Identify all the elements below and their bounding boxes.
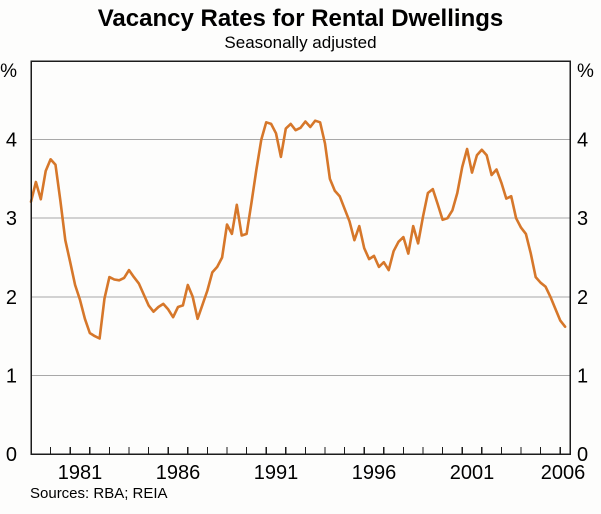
chart-frame — [30, 60, 571, 455]
chart-title: Vacancy Rates for Rental Dwellings — [97, 5, 504, 32]
percent-label-right: % — [577, 61, 594, 82]
y-axis-label-left-2: 2 — [6, 287, 17, 309]
percent-label-left: % — [0, 61, 17, 82]
y-axis-label-right-4: 4 — [577, 130, 588, 152]
y-axis-label-right-0: 0 — [577, 444, 588, 466]
axis-label-layer: 0 0 1 1 2 2 3 3 4 4% % 1981 1986 1991 1996 2001 2006 — [0, 61, 594, 484]
y-axis-label-right-2: 2 — [577, 287, 588, 309]
x-axis-label-1991: 1991 — [254, 462, 299, 484]
y-axis-label-right-1: 1 — [577, 365, 588, 387]
gridline-layer — [31, 139, 570, 376]
source-note: Sources: RBA; REIA — [30, 485, 168, 502]
y-axis-label-left-0: 0 — [6, 444, 17, 466]
chart-subtitle: Seasonally adjusted — [224, 33, 377, 52]
x-axis-label-1981: 1981 — [58, 462, 103, 484]
x-tick-layer — [30, 447, 561, 454]
x-axis-label-2001: 2001 — [450, 462, 495, 484]
series-layer — [29, 119, 567, 340]
y-axis-label-left-1: 1 — [6, 365, 17, 387]
chart-line — [29, 119, 567, 340]
x-axis-label-1996: 1996 — [352, 462, 397, 484]
x-axis-label-1986: 1986 — [156, 462, 201, 484]
y-axis-label-left-3: 3 — [6, 208, 17, 230]
y-axis-label-right-3: 3 — [577, 208, 588, 230]
x-axis-label-2006: 2006 — [541, 462, 586, 484]
y-axis-label-left-4: 4 — [6, 130, 17, 152]
frame-layer — [30, 60, 571, 455]
